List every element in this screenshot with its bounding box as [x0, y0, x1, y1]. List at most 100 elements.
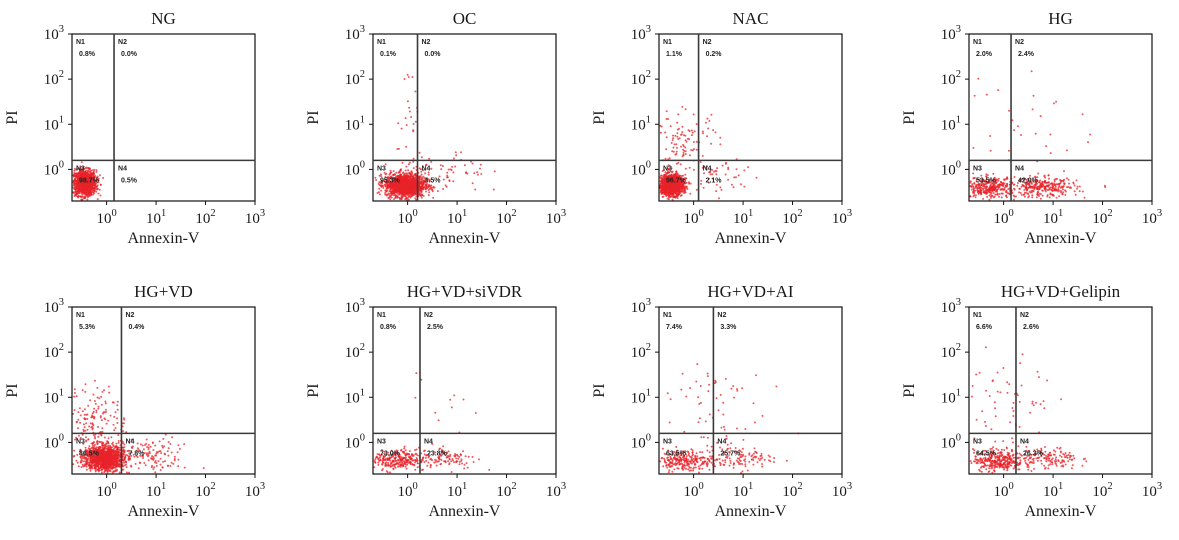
event-dot: [414, 90, 417, 93]
quadrant-name: N3: [663, 165, 672, 172]
event-dot: [85, 169, 87, 172]
event-dot: [1045, 145, 1048, 148]
event-dot: [1064, 194, 1067, 196]
event-dot: [93, 179, 96, 182]
event-dot: [463, 164, 466, 167]
event-dot: [413, 186, 416, 189]
event-dot: [991, 187, 993, 190]
event-dot: [661, 178, 664, 181]
event-dot: [85, 166, 88, 169]
event-dot: [675, 150, 678, 153]
event-dot: [677, 113, 680, 116]
event-dot: [98, 188, 101, 191]
event-dot: [493, 170, 496, 173]
event-dot: [969, 195, 972, 198]
event-dot: [460, 151, 462, 154]
event-dot: [997, 177, 1000, 180]
event-dot: [420, 176, 423, 179]
event-dot: [424, 172, 426, 175]
event-dot: [1065, 177, 1068, 180]
event-dot: [710, 113, 713, 116]
event-dot: [1076, 187, 1079, 190]
event-dot: [973, 182, 976, 184]
event-dot: [446, 174, 449, 177]
quadrant-percent: 0.0%: [121, 51, 138, 58]
quadrant-percent: 95.3%: [380, 177, 401, 184]
event-dot: [690, 129, 693, 132]
event-dot: [471, 182, 474, 185]
event-dot: [665, 184, 668, 187]
event-dot: [441, 165, 444, 167]
event-dot: [714, 131, 717, 134]
event-dot: [405, 187, 408, 190]
event-dot: [400, 194, 403, 197]
event-dot: [75, 175, 78, 178]
event-dot: [400, 127, 403, 130]
event-dot: [1048, 196, 1051, 199]
event-dot: [1019, 191, 1022, 194]
event-dot: [682, 143, 685, 146]
event-dot: [1055, 196, 1058, 199]
event-dot: [1032, 94, 1035, 97]
event-dot: [407, 184, 410, 187]
event-dot: [403, 172, 406, 175]
event-dot: [471, 162, 474, 165]
event-dot: [409, 192, 412, 195]
event-dot: [689, 192, 692, 195]
event-dot: [439, 164, 442, 167]
event-dot: [87, 191, 90, 193]
event-dot: [997, 89, 1000, 92]
event-dot: [411, 194, 414, 197]
event-dot: [1057, 186, 1060, 189]
event-dot: [992, 192, 995, 195]
event-dot: [75, 185, 78, 188]
event-dot: [406, 172, 409, 175]
event-dot: [397, 187, 400, 190]
event-dot: [408, 106, 411, 109]
event-dot: [473, 172, 476, 175]
event-dot: [682, 185, 685, 188]
event-dot: [90, 183, 93, 186]
event-dot: [86, 194, 89, 197]
event-dot: [396, 184, 399, 187]
y-axis-label: PI: [591, 110, 608, 124]
event-dot: [412, 130, 415, 133]
event-dot: [675, 171, 678, 173]
event-dot: [989, 188, 991, 191]
event-dot: [1058, 195, 1061, 198]
event-dot: [393, 198, 395, 201]
event-dot: [92, 186, 94, 189]
y-tick-label: 102: [345, 69, 365, 88]
event-dot: [674, 134, 677, 137]
x-tick-label: 102: [782, 208, 802, 227]
event-dot: [406, 100, 409, 103]
event-dot: [676, 121, 679, 124]
quadrant-name: N2: [118, 39, 127, 46]
event-dot: [1083, 196, 1086, 199]
event-dot: [405, 178, 408, 181]
event-dot: [705, 121, 707, 124]
event-dot: [390, 196, 393, 199]
event-dot: [1069, 186, 1071, 189]
quadrant-name: N4: [703, 165, 712, 172]
event-dot: [76, 195, 79, 198]
event-dot: [93, 168, 96, 171]
event-dot: [1053, 102, 1055, 105]
event-dot: [81, 175, 84, 178]
event-dot: [79, 176, 82, 179]
event-dot: [676, 197, 679, 199]
event-dot: [672, 195, 675, 198]
event-dot: [427, 189, 430, 191]
event-dot: [1053, 178, 1056, 181]
event-dot: [379, 173, 382, 176]
event-dot: [684, 146, 687, 149]
event-dot: [425, 184, 428, 187]
event-dot: [974, 186, 977, 189]
event-dot: [1005, 195, 1008, 197]
event-dot: [680, 145, 683, 148]
event-dot: [701, 154, 704, 157]
event-dot: [996, 192, 999, 195]
event-dot: [442, 188, 445, 190]
x-tick-label: 103: [546, 208, 566, 227]
event-dot: [1053, 182, 1056, 185]
